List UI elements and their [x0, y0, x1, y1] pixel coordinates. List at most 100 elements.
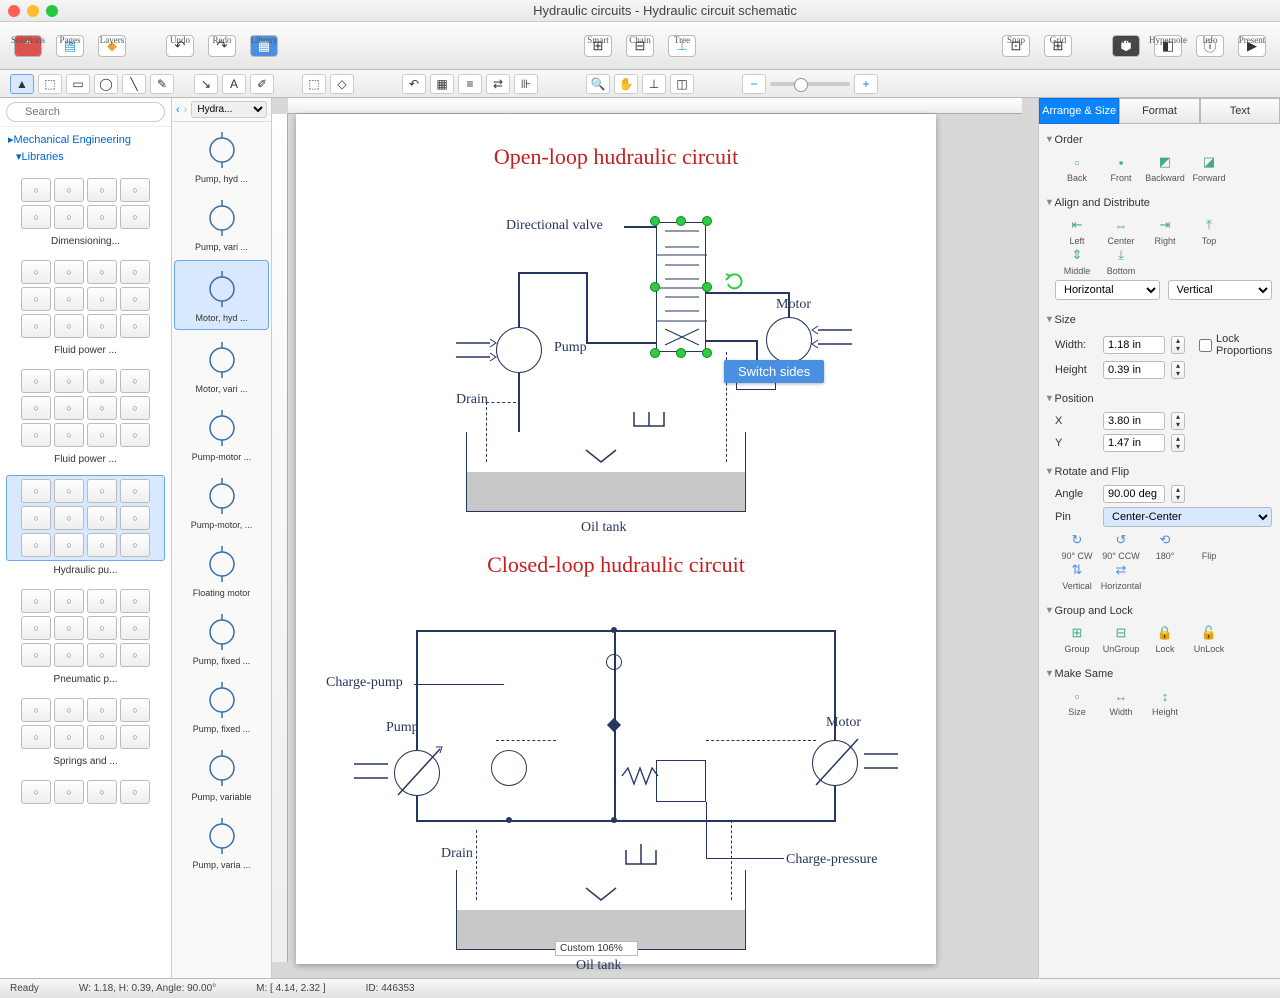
shape-item[interactable]: Pump, fixed ... [172, 604, 271, 672]
section-align[interactable]: Align and Distribute [1047, 193, 1272, 212]
distribute-tool[interactable]: ⊪ [514, 74, 538, 94]
shape-item[interactable]: Pump, varia ... [172, 808, 271, 876]
flip-vertical[interactable]: ⇅Vertical [1055, 561, 1099, 591]
snap-button[interactable]: ⊡Snap [998, 33, 1034, 59]
width-stepper[interactable]: ▴▾ [1171, 336, 1185, 354]
library-group[interactable]: ○○○○○○○○○○○○Fluid power ... [6, 366, 165, 465]
distribute-vertical[interactable]: Vertical [1168, 280, 1273, 300]
flip-horizontal[interactable]: ⇄Horizontal [1099, 561, 1143, 591]
lock-proportions[interactable] [1199, 339, 1212, 352]
pin-select[interactable]: Center-Center [1103, 507, 1272, 527]
library-group[interactable]: ○○○○○○○○○○○○Pneumatic p... [6, 586, 165, 685]
shape-item[interactable]: Motor, vari ... [172, 332, 271, 400]
shape-item[interactable]: Floating motor [172, 536, 271, 604]
zoom-slider[interactable] [770, 82, 850, 86]
pen-tool[interactable]: ✎ [150, 74, 174, 94]
height-stepper[interactable]: ▴▾ [1171, 361, 1185, 379]
ungroup-btn[interactable]: ⊟UnGroup [1099, 624, 1143, 654]
zoom-in[interactable]: + [854, 74, 878, 94]
pages-button[interactable]: ▤Pages [52, 33, 88, 59]
group-btn[interactable]: ⊞Group [1055, 624, 1099, 654]
angle-input[interactable] [1103, 485, 1165, 503]
minimize-window[interactable] [27, 5, 39, 17]
library-group[interactable]: ○○○○ [6, 777, 165, 807]
directional-valve[interactable] [656, 222, 706, 352]
shape-item[interactable]: Pump-motor, ... [172, 468, 271, 536]
shape-item[interactable]: Pump, hyd ... [172, 122, 271, 190]
search-input[interactable] [6, 102, 165, 122]
zoom-window[interactable] [46, 5, 58, 17]
section-rotate[interactable]: Rotate and Flip [1047, 462, 1272, 481]
same-width[interactable]: ↔Width [1099, 687, 1143, 717]
zoom-combo[interactable]: Custom 106% [555, 941, 638, 956]
chain-button[interactable]: ⊟Chain [622, 33, 658, 59]
flip-tool[interactable]: ⇄ [486, 74, 510, 94]
page[interactable]: Open-loop hudraulic circuit Oil tank Pum… [296, 114, 936, 964]
order-forward[interactable]: ◪Forward [1187, 153, 1231, 183]
strip-dropdown[interactable]: Hydra... [191, 101, 267, 118]
present-button[interactable]: ▶Present [1234, 33, 1270, 59]
ellipse-tool[interactable]: ◯ [94, 74, 118, 94]
library-group[interactable]: ○○○○○○○○○○○○Hydraulic pu... [6, 475, 165, 576]
align-center[interactable]: ⇔Center [1099, 216, 1143, 246]
align-middle[interactable]: ⇕Middle [1055, 246, 1099, 276]
shape-item[interactable]: Pump, variable [172, 740, 271, 808]
shape-item[interactable]: Pump, fixed ... [172, 672, 271, 740]
stamp-tool[interactable]: ⊥ [642, 74, 666, 94]
group-tool[interactable]: ▦ [430, 74, 454, 94]
line-tool[interactable]: ╲ [122, 74, 146, 94]
canvas[interactable]: Open-loop hudraulic circuit Oil tank Pum… [272, 98, 1038, 978]
connector-tool[interactable]: ↘ [194, 74, 218, 94]
tab-text[interactable]: Text [1200, 98, 1280, 124]
tab-format[interactable]: Format [1119, 98, 1199, 124]
close-window[interactable] [8, 5, 20, 17]
section-position[interactable]: Position [1047, 389, 1272, 408]
library-group[interactable]: ○○○○○○○○Dimensioning... [6, 175, 165, 247]
rotate-left[interactable]: ↶ [402, 74, 426, 94]
section-same[interactable]: Make Same [1047, 664, 1272, 683]
hypernote-button[interactable]: ◧Hypernote [1150, 33, 1186, 59]
crop-tool[interactable]: ⬚ [302, 74, 326, 94]
height-input[interactable] [1103, 361, 1165, 379]
shape-item[interactable]: Pump, vari ... [172, 190, 271, 258]
select-tool[interactable]: ⬚ [38, 74, 62, 94]
unlock-btn[interactable]: 🔓UnLock [1187, 624, 1231, 654]
y-input[interactable] [1103, 434, 1165, 452]
same-size[interactable]: ▫Size [1055, 687, 1099, 717]
align-top[interactable]: ⤒Top [1187, 216, 1231, 246]
align-bottom[interactable]: ⤓Bottom [1099, 246, 1143, 276]
section-group[interactable]: Group and Lock [1047, 601, 1272, 620]
order-front[interactable]: ▪Front [1099, 153, 1143, 183]
rotate-ccw[interactable]: ↺90° CCW [1099, 531, 1143, 561]
eyedropper-tool[interactable]: ✐ [250, 74, 274, 94]
zoom-tool[interactable]: 🔍 [586, 74, 610, 94]
align-left[interactable]: ⇤Left [1055, 216, 1099, 246]
tree-root[interactable]: ▸Mechanical Engineering [8, 131, 163, 148]
order-back[interactable]: ▫Back [1055, 153, 1099, 183]
zoom-out[interactable]: − [742, 74, 766, 94]
measure-tool[interactable]: ◫ [670, 74, 694, 94]
same-height[interactable]: ↕Height [1143, 687, 1187, 717]
tab-arrange[interactable]: Arrange & Size [1039, 98, 1119, 124]
solutions-button[interactable]: ⌃Solutions [10, 33, 46, 59]
layers-button[interactable]: ◆Layers [94, 33, 130, 59]
section-order[interactable]: Order [1047, 130, 1272, 149]
hand-tool[interactable]: ✋ [614, 74, 638, 94]
text-tool[interactable]: A [222, 74, 246, 94]
pointer-tool[interactable]: ▲ [10, 74, 34, 94]
align-tool[interactable]: ≡ [458, 74, 482, 94]
distribute-horizontal[interactable]: Horizontal [1055, 280, 1160, 300]
library-button[interactable]: ▦Library [246, 33, 282, 59]
rotate-180[interactable]: ⟲180° [1143, 531, 1187, 561]
width-input[interactable] [1103, 336, 1165, 354]
order-backward[interactable]: ◩Backward [1143, 153, 1187, 183]
tree-button[interactable]: ⊥Tree [664, 33, 700, 59]
smart-button[interactable]: ⊞Smart [580, 33, 616, 59]
tree-libraries[interactable]: ▾Libraries [8, 148, 163, 165]
info-button[interactable]: ⓘInfo [1192, 33, 1228, 59]
rect-tool[interactable]: ▭ [66, 74, 90, 94]
library-group[interactable]: ○○○○○○○○Springs and ... [6, 695, 165, 767]
redo-button[interactable]: ↷Redo [204, 33, 240, 59]
shape-tool[interactable]: ◇ [330, 74, 354, 94]
format-button[interactable]: ⬢Format [1108, 33, 1144, 59]
